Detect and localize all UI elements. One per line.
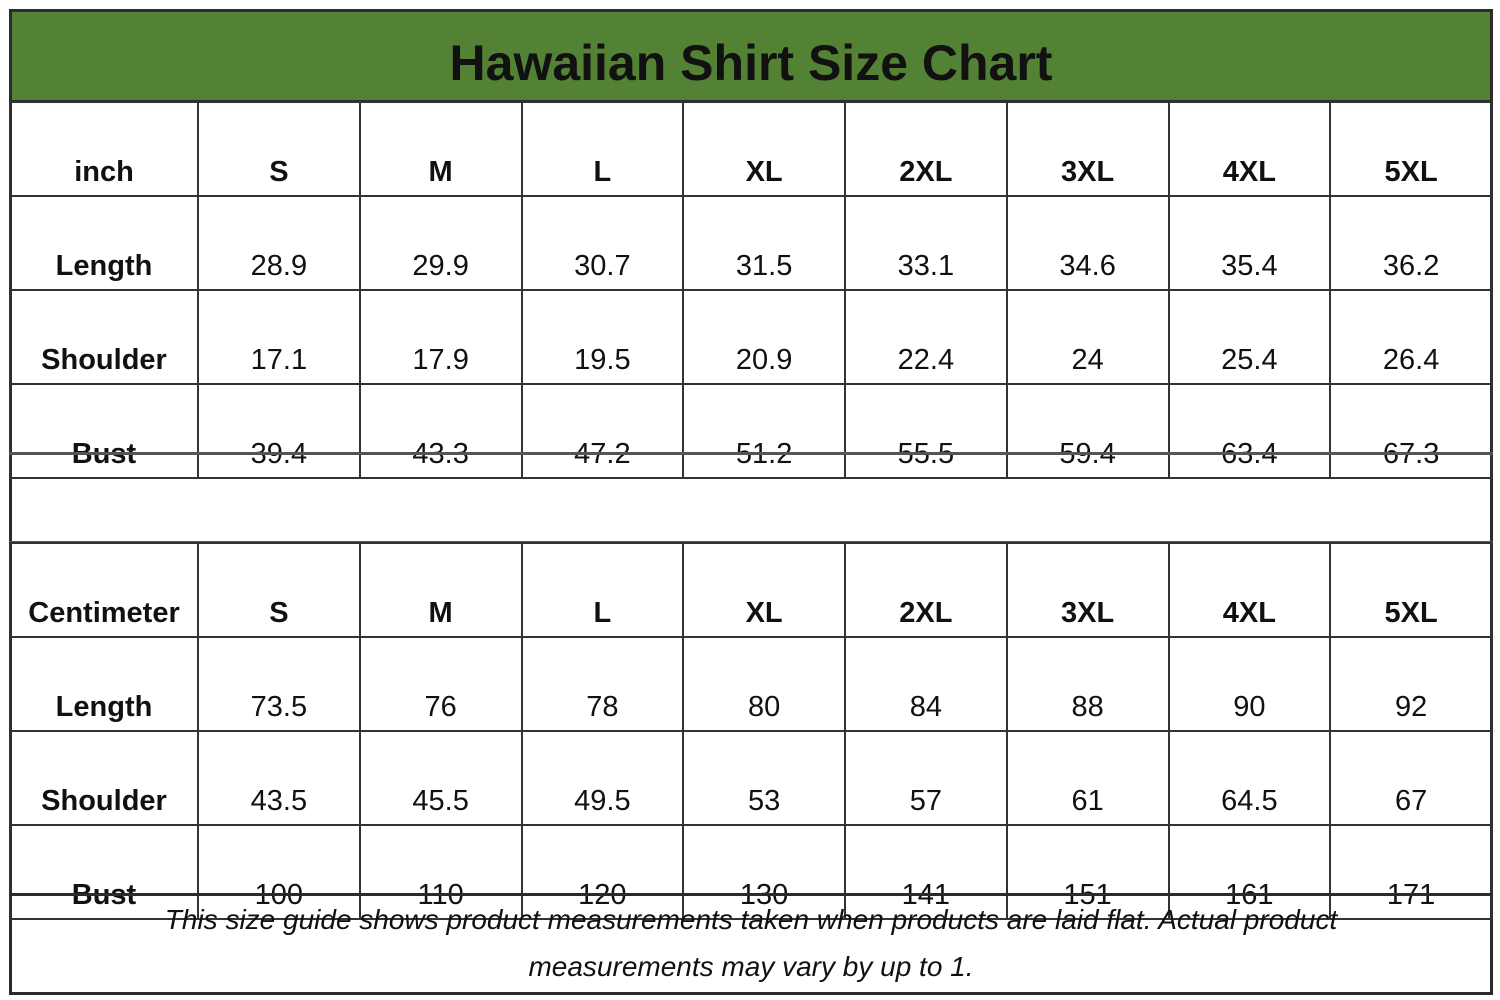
measurement-label: Bust	[9, 824, 199, 920]
table-row: Length 73.5 76 78 80 84 88 90 92	[9, 636, 1493, 732]
centimeter-size-table: Centimeter S M L XL 2XL 3XL 4XL 5XL Length 73.5 76 7…	[9, 542, 1493, 920]
size-header: XL	[682, 542, 846, 638]
measurement-value: 31.5	[682, 195, 846, 291]
measurement-value: 141	[844, 824, 1008, 920]
measurement-value: 20.9	[682, 289, 846, 385]
measurement-label: Length	[9, 195, 199, 291]
header-row: inch S M L XL 2XL 3XL 4XL 5XL	[9, 101, 1493, 197]
measurement-value: 76	[358, 636, 523, 732]
measurement-value: 73.5	[197, 636, 361, 732]
measurement-value: 53	[682, 730, 846, 826]
size-header: 5XL	[1329, 101, 1493, 197]
measurement-value: 57	[844, 730, 1008, 826]
measurement-value: 26.4	[1329, 289, 1493, 385]
table-row: Bust 100 110 120 130 141 151 161 171	[9, 824, 1493, 920]
measurement-value: 130	[682, 824, 846, 920]
measurement-value: 92	[1329, 636, 1493, 732]
measurement-value: 45.5	[358, 730, 523, 826]
measurement-value: 51.2	[682, 383, 846, 479]
measurement-value: 47.2	[520, 383, 685, 479]
size-header: S	[197, 101, 361, 197]
size-header: L	[520, 542, 685, 638]
measurement-label: Length	[9, 636, 199, 732]
size-header: 4XL	[1167, 101, 1332, 197]
size-header: L	[520, 101, 685, 197]
measurement-value: 36.2	[1329, 195, 1493, 291]
measurement-value: 64.5	[1167, 730, 1332, 826]
unit-header: inch	[9, 101, 199, 197]
measurement-value: 120	[520, 824, 685, 920]
size-header: 5XL	[1329, 542, 1493, 638]
measurement-value: 100	[197, 824, 361, 920]
table-spacer	[9, 452, 1493, 544]
size-header: 3XL	[1005, 542, 1170, 638]
measurement-value: 28.9	[197, 195, 361, 291]
size-header: 3XL	[1005, 101, 1170, 197]
size-header: XL	[682, 101, 846, 197]
measurement-value: 17.9	[358, 289, 523, 385]
measurement-value: 25.4	[1167, 289, 1332, 385]
measurement-value: 43.5	[197, 730, 361, 826]
measurement-value: 78	[520, 636, 685, 732]
size-header: S	[197, 542, 361, 638]
inch-size-table: inch S M L XL 2XL 3XL 4XL 5XL Length 28.9 29.9 30.7 3…	[9, 101, 1493, 479]
measurement-value: 17.1	[197, 289, 361, 385]
measurement-label: Shoulder	[9, 730, 199, 826]
measurement-value: 90	[1167, 636, 1332, 732]
measurement-value: 84	[844, 636, 1008, 732]
measurement-label: Bust	[9, 383, 199, 479]
page-title: Hawaiian Shirt Size Chart	[9, 9, 1493, 103]
table-row: Shoulder 43.5 45.5 49.5 53 57 61 64.5 67	[9, 730, 1493, 826]
size-header: 2XL	[844, 542, 1008, 638]
measurement-value: 34.6	[1005, 195, 1170, 291]
measurement-value: 19.5	[520, 289, 685, 385]
measurement-value: 61	[1005, 730, 1170, 826]
size-header: M	[358, 542, 523, 638]
table-row: Shoulder 17.1 17.9 19.5 20.9 22.4 24 25.4 26.4	[9, 289, 1493, 385]
measurement-value: 35.4	[1167, 195, 1332, 291]
table-row: Length 28.9 29.9 30.7 31.5 33.1 34.6 35.4 36.2	[9, 195, 1493, 291]
measurement-value: 24	[1005, 289, 1170, 385]
measurement-value: 171	[1329, 824, 1493, 920]
measurement-value: 30.7	[520, 195, 685, 291]
measurement-value: 59.4	[1005, 383, 1170, 479]
unit-header: Centimeter	[9, 542, 199, 638]
size-header: 4XL	[1167, 542, 1332, 638]
measurement-label: Shoulder	[9, 289, 199, 385]
size-header: 2XL	[844, 101, 1008, 197]
header-row: Centimeter S M L XL 2XL 3XL 4XL 5XL	[9, 542, 1493, 638]
measurement-note: This size guide shows product measuremen…	[9, 893, 1493, 995]
measurement-value: 22.4	[844, 289, 1008, 385]
measurement-value: 33.1	[844, 195, 1008, 291]
measurement-value: 63.4	[1167, 383, 1332, 479]
measurement-value: 67	[1329, 730, 1493, 826]
measurement-value: 88	[1005, 636, 1170, 732]
measurement-value: 80	[682, 636, 846, 732]
measurement-value: 49.5	[520, 730, 685, 826]
measurement-value: 110	[358, 824, 523, 920]
size-header: M	[358, 101, 523, 197]
measurement-value: 29.9	[358, 195, 523, 291]
measurement-value: 151	[1005, 824, 1170, 920]
